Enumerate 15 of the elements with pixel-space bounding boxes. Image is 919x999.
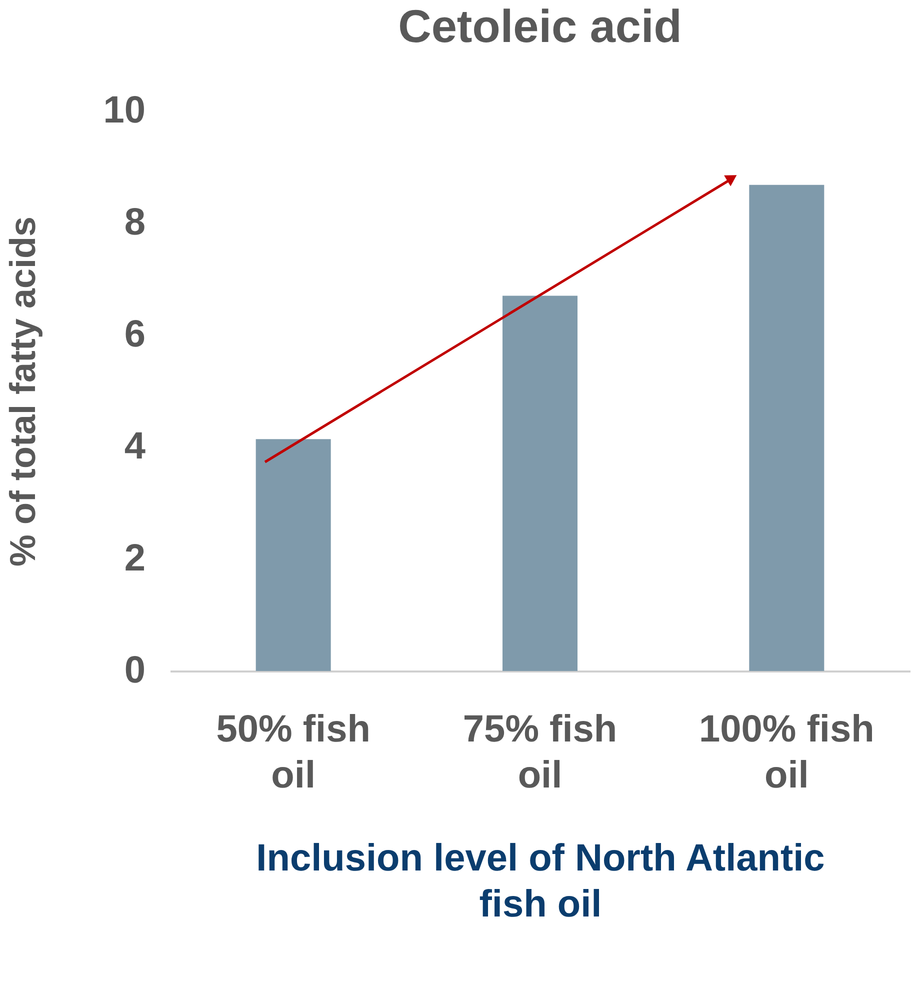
y-tick-label: 4 xyxy=(124,426,146,468)
x-tick-label: 75% fish oil xyxy=(462,708,618,796)
y-tick-label: 8 xyxy=(124,202,146,244)
bar xyxy=(256,439,331,671)
y-tick-label: 6 xyxy=(124,314,146,356)
x-axis-title: Inclusion level of North Atlantic fish oil xyxy=(256,838,825,926)
y-tick-label: 10 xyxy=(103,90,146,132)
y-axis-title: % of total fatty acids xyxy=(2,216,44,567)
x-tick-label: 100% fish oil xyxy=(699,708,874,796)
bar xyxy=(502,296,578,671)
chart-title: Cetoleic acid xyxy=(398,0,682,52)
x-tick-label: 50% fish oil xyxy=(216,708,370,796)
y-tick-label: 2 xyxy=(124,538,146,580)
y-tick-label: 0 xyxy=(124,650,146,692)
bar xyxy=(749,184,824,671)
